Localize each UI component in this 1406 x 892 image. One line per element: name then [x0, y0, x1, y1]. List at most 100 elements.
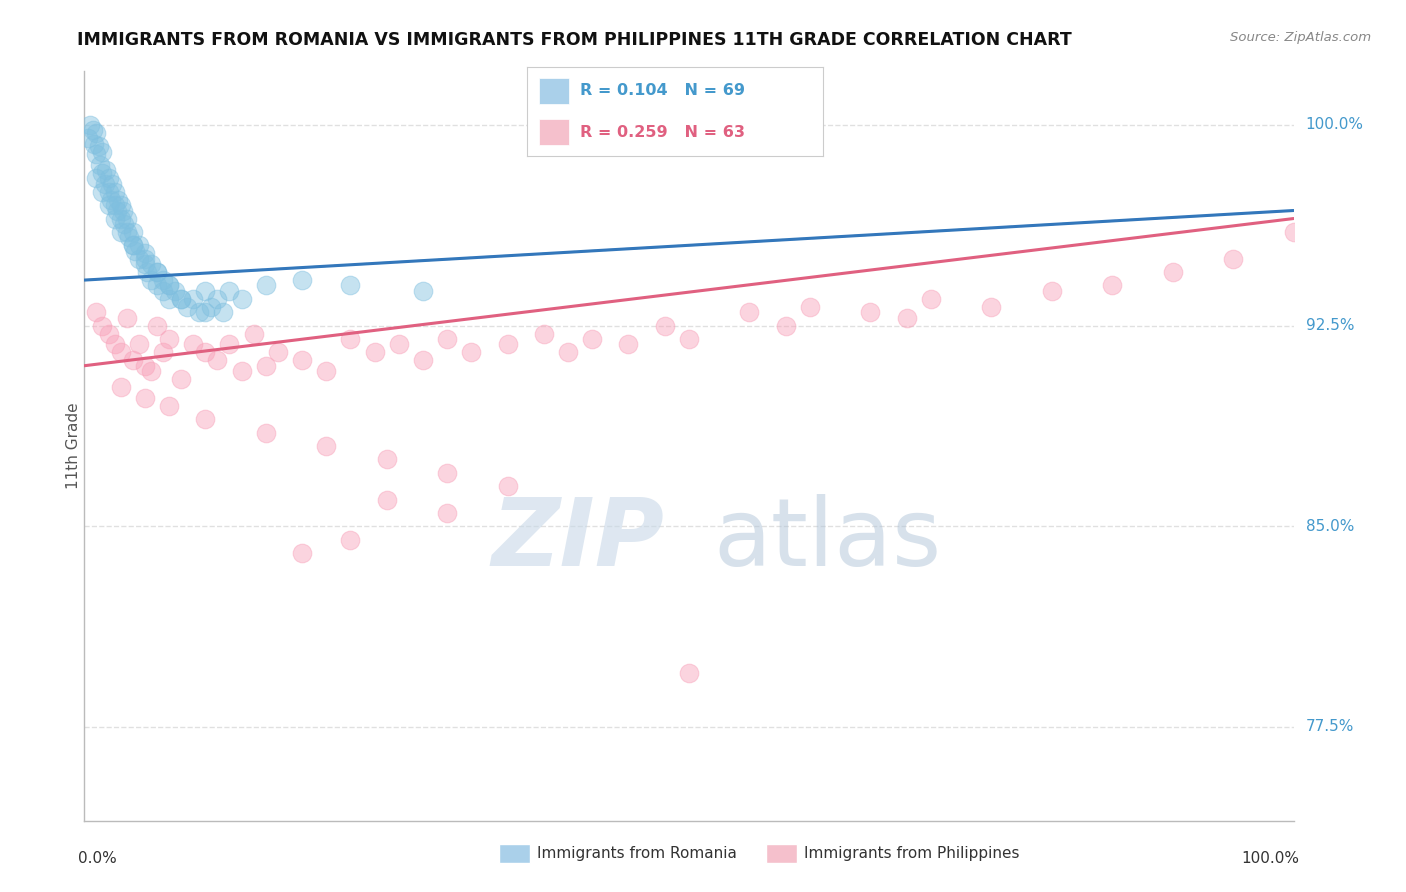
Point [412, 353, 434, 368]
Point [207, 292, 229, 306]
Point [110, 198, 132, 212]
Text: R = 0.259   N = 63: R = 0.259 N = 63 [581, 125, 745, 139]
Point [121, 238, 143, 252]
Point [139, 273, 162, 287]
Point [315, 439, 337, 453]
Text: 100.0%: 100.0% [1241, 851, 1299, 865]
Text: IMMIGRANTS FROM ROMANIA VS IMMIGRANTS FROM PHILIPPINES 11TH GRADE CORRELATION CH: IMMIGRANTS FROM ROMANIA VS IMMIGRANTS FR… [77, 31, 1073, 49]
Point [91, 166, 114, 180]
Point [152, 284, 174, 298]
Point [77, 131, 100, 145]
Point [181, 337, 204, 351]
Point [121, 353, 143, 368]
Point [1161, 265, 1184, 279]
Text: 100.0%: 100.0% [1306, 118, 1364, 132]
Point [496, 479, 519, 493]
Point [110, 380, 132, 394]
Point [581, 332, 603, 346]
Point [207, 353, 229, 368]
Text: atlas: atlas [713, 493, 942, 586]
Point [254, 359, 277, 373]
Point [146, 318, 169, 333]
Point [231, 292, 253, 306]
Point [134, 359, 156, 373]
Point [218, 284, 240, 298]
Point [617, 337, 640, 351]
Point [200, 300, 222, 314]
Point [110, 225, 132, 239]
Point [157, 399, 180, 413]
Point [86, 147, 108, 161]
Point [291, 353, 314, 368]
Point [97, 185, 120, 199]
Text: R = 0.104   N = 69: R = 0.104 N = 69 [581, 84, 745, 98]
Point [107, 193, 129, 207]
Text: Immigrants from Philippines: Immigrants from Philippines [804, 847, 1019, 861]
Point [134, 252, 156, 266]
Point [181, 292, 204, 306]
Point [242, 326, 264, 341]
Point [105, 203, 128, 218]
Point [799, 300, 821, 314]
Point [436, 506, 458, 520]
Point [1282, 225, 1305, 239]
Point [339, 332, 361, 346]
Point [82, 123, 104, 137]
Point [194, 284, 217, 298]
Point [139, 364, 162, 378]
Point [315, 364, 337, 378]
Point [170, 292, 193, 306]
Point [267, 345, 290, 359]
Point [110, 211, 132, 226]
Point [980, 300, 1002, 314]
Point [291, 273, 314, 287]
Point [146, 265, 169, 279]
Point [121, 238, 143, 252]
Point [112, 203, 135, 218]
Point [678, 666, 700, 681]
Point [412, 284, 434, 298]
Point [859, 305, 882, 319]
Point [194, 412, 217, 426]
Point [375, 452, 398, 467]
Point [104, 185, 127, 199]
Point [115, 225, 138, 239]
Point [94, 163, 117, 178]
Point [1222, 252, 1244, 266]
Point [89, 158, 111, 172]
Point [97, 326, 120, 341]
Point [115, 211, 138, 226]
Bar [538, 78, 568, 104]
Point [920, 292, 942, 306]
Point [775, 318, 797, 333]
Point [87, 139, 110, 153]
Point [1040, 284, 1063, 298]
Text: 92.5%: 92.5% [1306, 318, 1354, 333]
Point [104, 211, 127, 226]
Point [170, 372, 193, 386]
Point [339, 278, 361, 293]
Point [134, 391, 156, 405]
Point [176, 300, 198, 314]
Point [104, 337, 127, 351]
Point [170, 292, 193, 306]
Point [134, 257, 156, 271]
Point [533, 326, 555, 341]
Bar [538, 119, 568, 145]
Point [654, 318, 676, 333]
Point [94, 177, 117, 191]
Point [436, 332, 458, 346]
Text: 85.0%: 85.0% [1306, 519, 1354, 533]
Point [91, 185, 114, 199]
Point [1101, 278, 1123, 293]
Point [146, 265, 169, 279]
Point [339, 533, 361, 547]
Point [152, 273, 174, 287]
Point [146, 278, 169, 293]
Point [128, 337, 150, 351]
Point [110, 345, 132, 359]
Point [738, 305, 761, 319]
Point [112, 217, 135, 231]
Point [86, 171, 108, 186]
Point [388, 337, 411, 351]
